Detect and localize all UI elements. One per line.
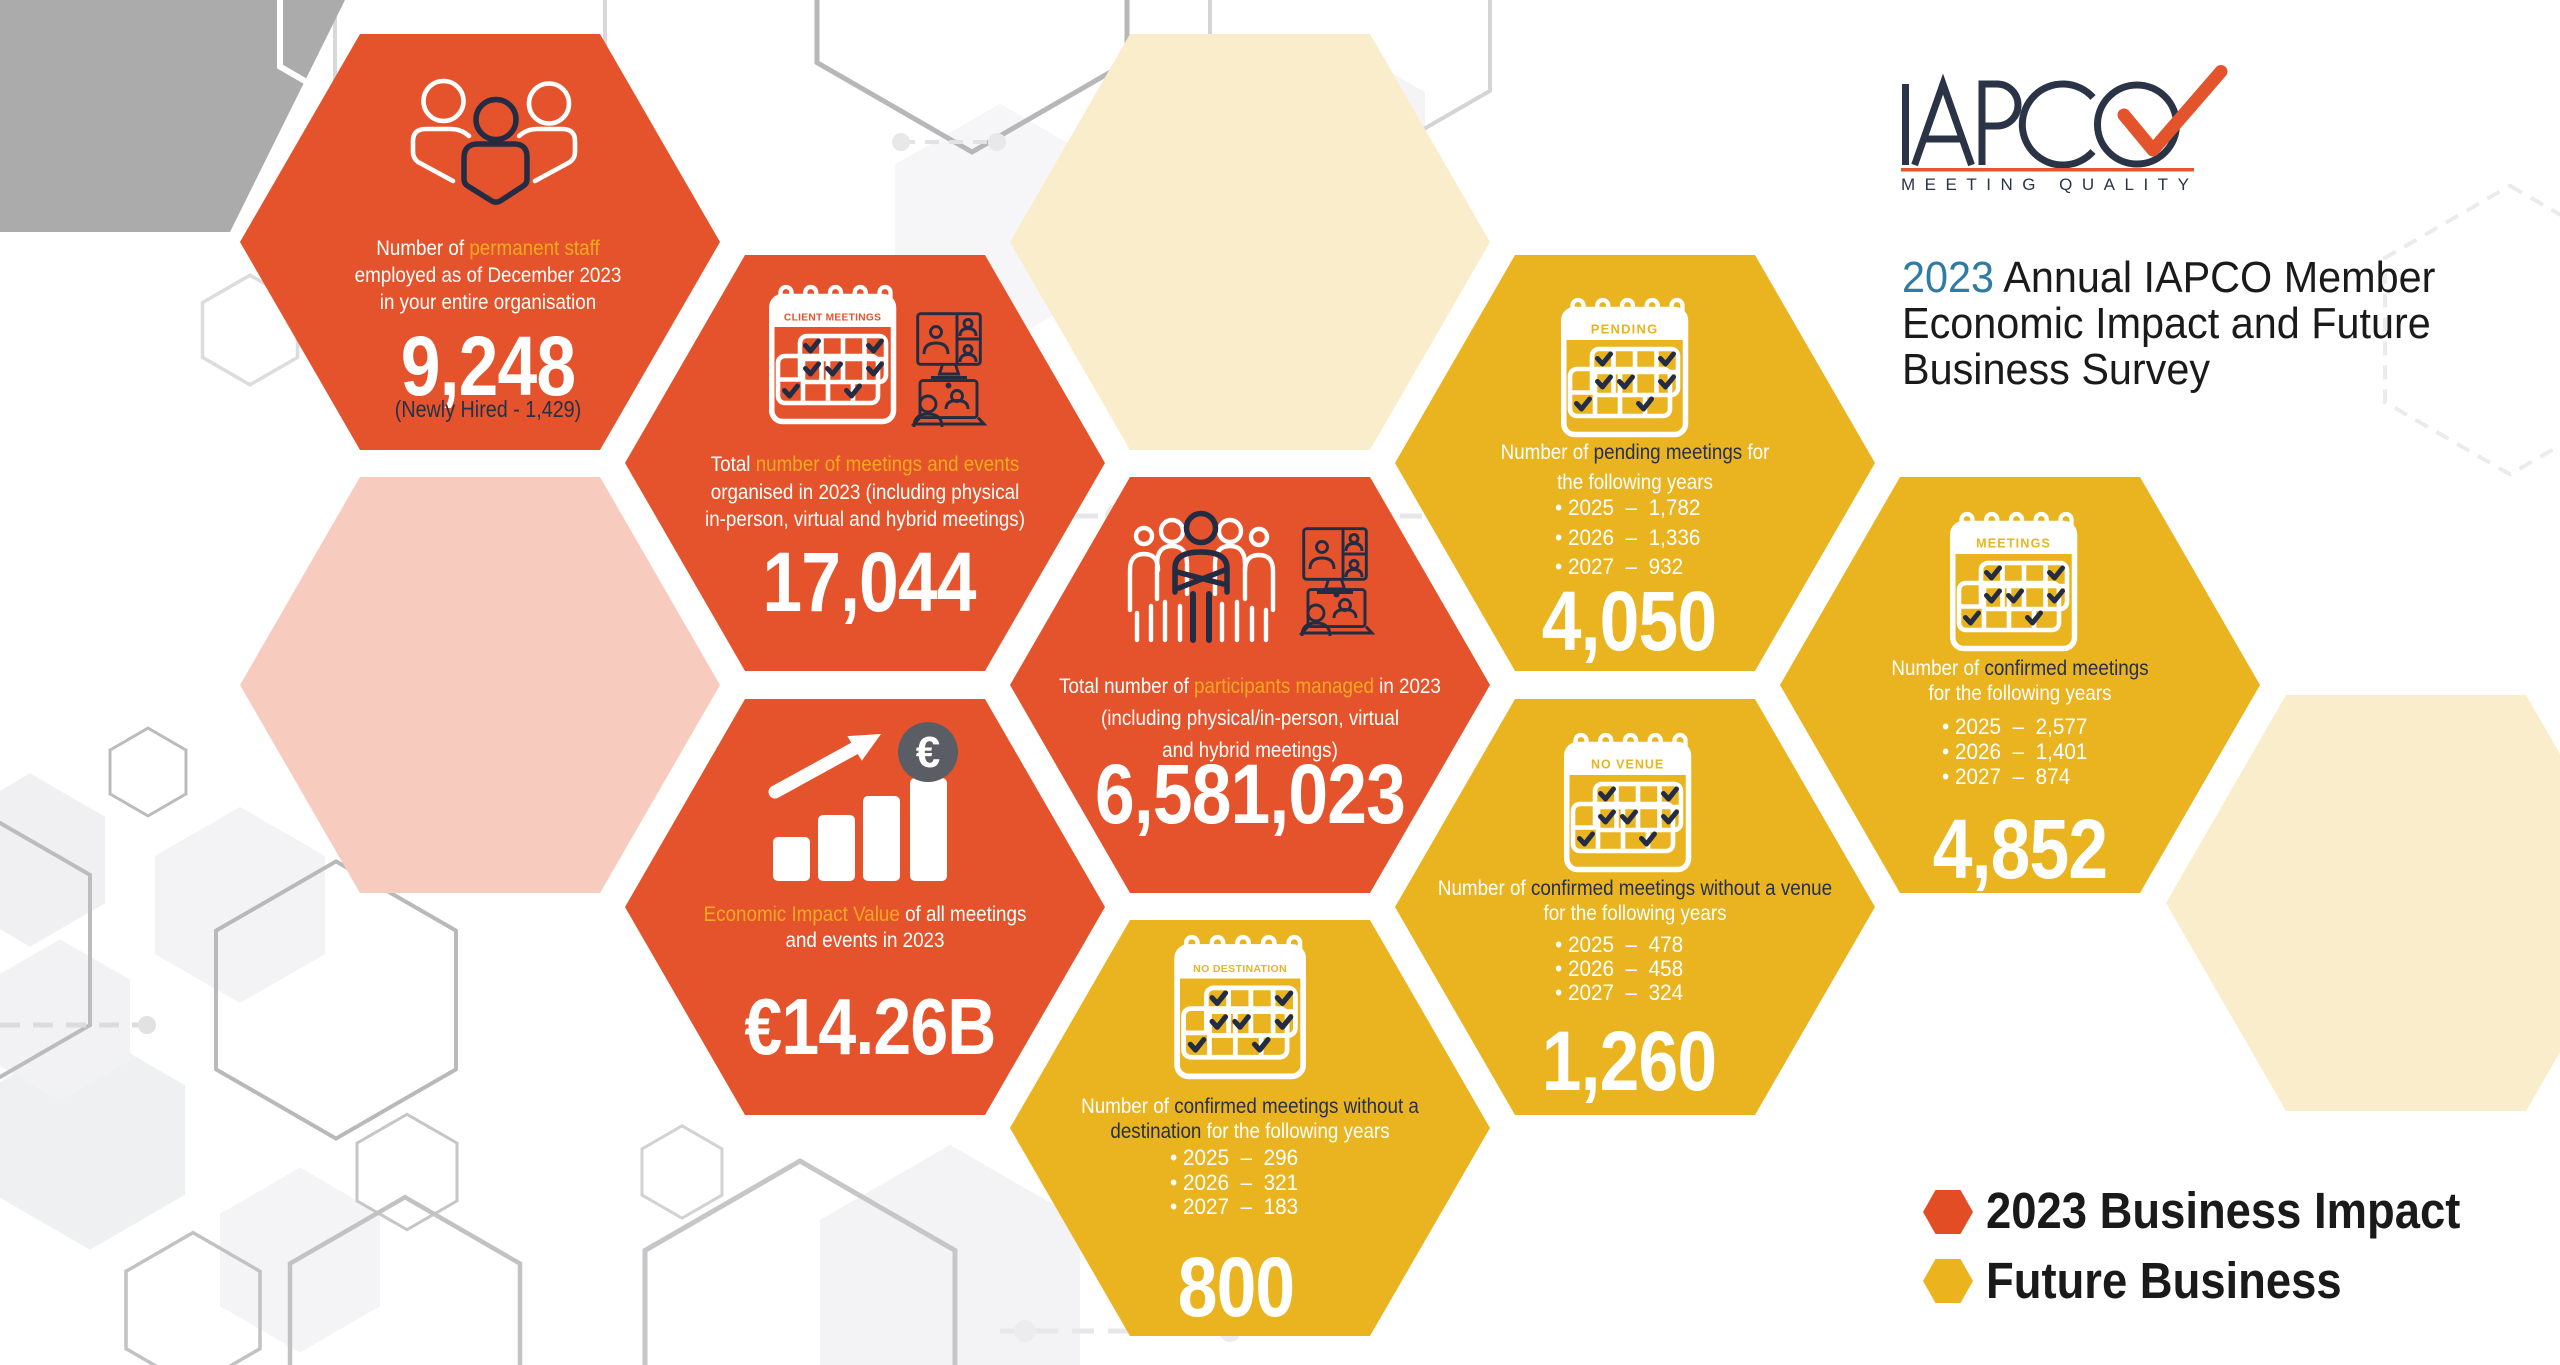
- svg-text:MEETINGS: MEETINGS: [1976, 537, 2051, 551]
- svg-text:€: €: [916, 728, 940, 777]
- svg-text:PENDING: PENDING: [1591, 322, 1659, 337]
- svg-text:NO VENUE: NO VENUE: [1591, 758, 1664, 772]
- svg-text:NO DESTINATION: NO DESTINATION: [1193, 963, 1287, 975]
- svg-text:CLIENT MEETINGS: CLIENT MEETINGS: [784, 313, 881, 324]
- svg-text:MEETING QUALITY: MEETING QUALITY: [1901, 175, 2198, 194]
